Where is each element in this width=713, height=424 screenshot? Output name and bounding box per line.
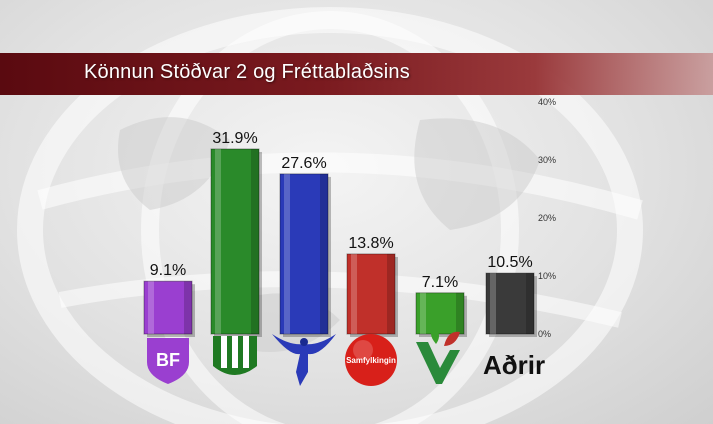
bar-highlight <box>284 173 290 334</box>
bar-edge <box>251 148 259 334</box>
falcon-logo <box>272 334 336 386</box>
bar-edge <box>526 273 534 334</box>
bar-highlight <box>215 148 221 334</box>
bar-edge <box>456 292 464 334</box>
bf-logo-text: BF <box>156 350 180 370</box>
data-label: 10.5% <box>487 254 532 271</box>
data-label: 27.6% <box>281 155 326 172</box>
samfylkingin-circle-logo: Samfylkingin <box>345 334 397 386</box>
bar <box>279 173 329 335</box>
y-tick-label: 20% <box>538 213 556 223</box>
framsokn-wheat-logo <box>213 336 257 375</box>
data-label: 13.8% <box>348 235 393 252</box>
bar-highlight <box>351 253 357 334</box>
bf-shield-logo: BF <box>147 338 189 384</box>
value-labels: 9.1% 31.9% 27.6% 13.8% 7.1% 10.5% <box>150 130 533 291</box>
bar-edge <box>387 253 395 334</box>
data-label: 7.1% <box>422 274 458 291</box>
bars <box>143 148 537 337</box>
data-label: 9.1% <box>150 262 186 279</box>
chart-title: Könnun Stöðvar 2 og Fréttablaðsins <box>84 61 410 83</box>
other-category-label: Aðrir <box>483 350 545 380</box>
v-leaf-logo <box>416 328 460 384</box>
bar-edge <box>320 173 328 334</box>
bar-highlight <box>148 281 154 334</box>
party-logos: BF Samfylkingin Aðrir <box>147 328 545 386</box>
y-tick-label: 40% <box>538 97 556 107</box>
bar-highlight <box>420 292 426 334</box>
y-axis: 0% 10% 20% 30% 40% <box>538 97 556 339</box>
bar-highlight <box>490 273 496 334</box>
y-tick-label: 10% <box>538 271 556 281</box>
y-tick-label: 0% <box>538 329 551 339</box>
title-bar: Könnun Stöðvar 2 og Fréttablaðsins <box>0 53 713 95</box>
bar-edge <box>184 281 192 334</box>
bar <box>415 292 465 335</box>
samfylkingin-logo-text: Samfylkingin <box>346 356 396 365</box>
y-tick-label: 30% <box>538 155 556 165</box>
bar <box>143 280 193 335</box>
bar <box>346 253 396 335</box>
bar <box>485 272 535 335</box>
bar <box>210 148 260 335</box>
data-label: 31.9% <box>212 130 257 147</box>
